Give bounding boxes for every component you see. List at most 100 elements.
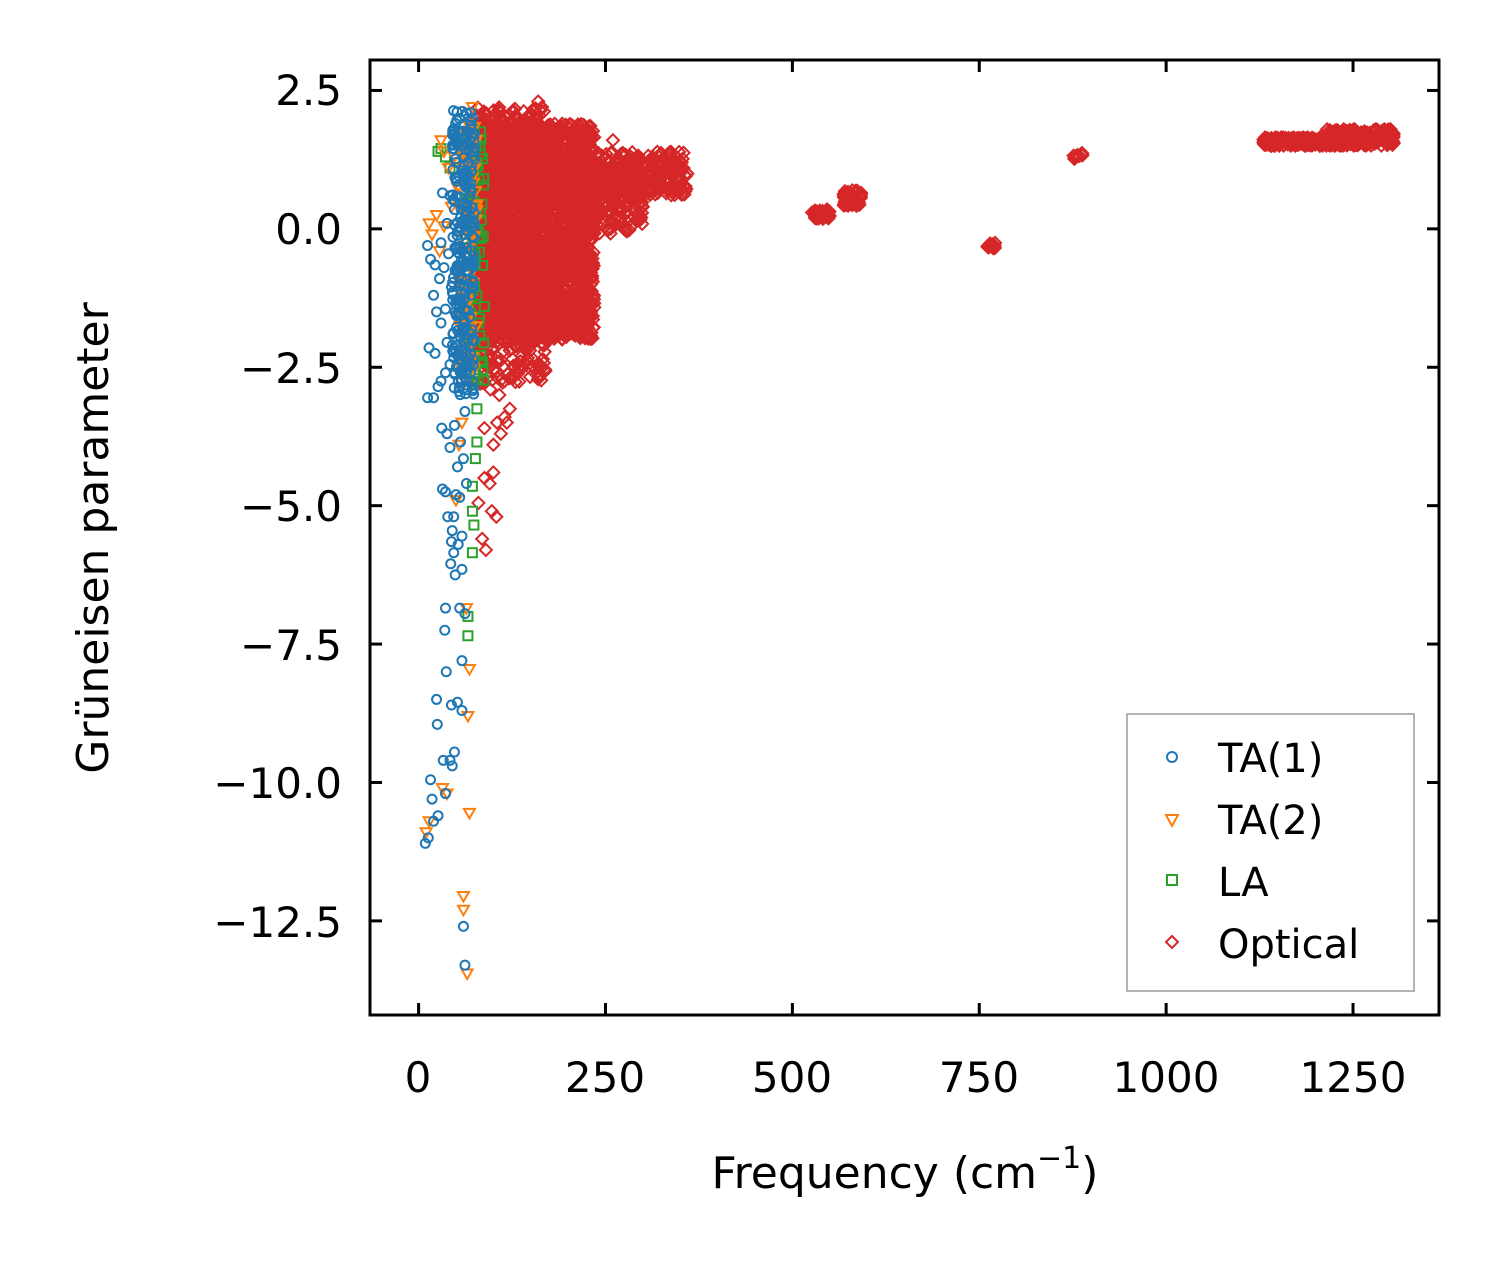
data-point-diamond: [527, 175, 543, 190]
data-point-diamond: [676, 186, 692, 202]
data-point-diamond: [608, 175, 624, 191]
data-point-diamond: [485, 112, 501, 128]
data-point-diamond: [1071, 148, 1087, 164]
data-point-diamond: [646, 153, 662, 168]
data-point-circle: [448, 511, 460, 523]
data-point-square: [468, 519, 480, 531]
data-point-diamond: [485, 437, 501, 453]
data-point-diamond: [582, 248, 598, 263]
data-point-diamond: [490, 209, 506, 225]
data-point-circle: [456, 705, 468, 717]
data-point-circle: [466, 131, 478, 143]
data-point-circle: [445, 699, 457, 711]
data-point-circle: [451, 461, 463, 473]
data-point-circle: [429, 347, 441, 359]
data-point-diamond: [581, 194, 596, 209]
data-point-diamond: [615, 189, 631, 204]
data-point-diamond: [535, 337, 551, 353]
data-point-diamond: [521, 127, 537, 142]
data-point-circle: [428, 289, 440, 301]
data-point-diamond: [599, 180, 615, 196]
data-point-triangle-down: [460, 711, 476, 724]
data-point-triangle-down: [462, 807, 477, 821]
data-point-diamond: [494, 289, 510, 305]
data-point-circle: [453, 248, 465, 260]
data-point-diamond: [984, 239, 1000, 255]
data-point-diamond: [534, 252, 550, 267]
data-point-diamond: [578, 246, 594, 262]
data-point-diamond: [532, 319, 548, 334]
data-point-diamond: [491, 311, 507, 327]
data-point-circle: [468, 334, 480, 346]
data-point-diamond: [807, 206, 823, 222]
data-point-diamond: [1289, 134, 1304, 150]
data-point-circle: [454, 436, 466, 448]
data-point-diamond: [543, 185, 559, 200]
data-point-diamond: [485, 119, 500, 134]
data-point-diamond: [516, 275, 532, 291]
data-point-circle: [464, 190, 476, 202]
data-point-circle: [457, 453, 469, 465]
data-point-diamond: [620, 209, 636, 224]
data-point-diamond: [492, 243, 508, 259]
data-point-circle: [447, 194, 459, 206]
data-point-triangle-down: [468, 199, 484, 212]
data-point-diamond: [1379, 137, 1395, 153]
data-point-circle: [422, 239, 434, 251]
data-point-circle: [425, 774, 437, 786]
data-point-diamond: [548, 299, 564, 315]
data-point-square: [466, 505, 478, 517]
data-point-circle: [450, 310, 462, 322]
data-point-diamond: [528, 110, 544, 126]
data-point-diamond: [529, 175, 545, 190]
data-point-diamond: [511, 134, 526, 150]
data-point-diamond: [546, 221, 561, 237]
data-point-diamond: [531, 191, 547, 207]
data-point-diamond: [496, 179, 512, 195]
data-point-circle: [467, 385, 479, 397]
data-point-diamond: [554, 150, 570, 166]
data-point-diamond: [571, 235, 586, 250]
data-point-diamond: [498, 312, 513, 328]
data-point-diamond: [580, 331, 596, 346]
data-point-diamond: [536, 270, 552, 286]
plot-area: [368, 58, 1441, 1017]
data-point-circle: [459, 303, 471, 315]
data-point-diamond: [501, 132, 517, 148]
data-point-diamond: [1308, 136, 1323, 152]
data-point-circle: [440, 602, 452, 614]
data-point-diamond: [525, 142, 541, 158]
data-point-diamond: [478, 542, 494, 558]
data-point-diamond: [549, 132, 564, 148]
data-point-diamond: [476, 189, 492, 204]
data-point-circle: [449, 132, 461, 144]
data-point-diamond: [1328, 137, 1343, 153]
data-point-diamond: [644, 153, 659, 169]
data-point-diamond: [506, 236, 522, 252]
data-point-circle: [466, 324, 478, 336]
data-point-diamond: [616, 198, 632, 213]
data-point-circle: [451, 229, 463, 241]
data-point-diamond: [518, 153, 534, 169]
data-point-circle: [435, 375, 447, 387]
data-point-circle: [431, 693, 443, 705]
data-point-diamond: [530, 228, 545, 244]
data-point-triangle-down: [462, 663, 477, 677]
data-point-circle: [462, 334, 474, 346]
data-point-diamond: [524, 220, 539, 236]
data-point-square: [477, 357, 489, 369]
data-point-circle: [457, 920, 469, 932]
data-point-diamond: [487, 261, 502, 277]
data-point-circle: [459, 406, 471, 418]
data-point-square: [469, 453, 481, 465]
data-point-diamond: [524, 178, 540, 194]
data-point-circle: [465, 201, 477, 213]
data-point-diamond: [491, 102, 506, 118]
data-point-diamond: [520, 350, 536, 366]
data-point-circle: [434, 273, 446, 285]
data-point-diamond: [518, 267, 533, 283]
data-point-circle: [425, 253, 437, 265]
data-point-diamond: [476, 104, 492, 119]
data-point-diamond: [659, 170, 674, 186]
data-point-diamond: [597, 164, 613, 180]
